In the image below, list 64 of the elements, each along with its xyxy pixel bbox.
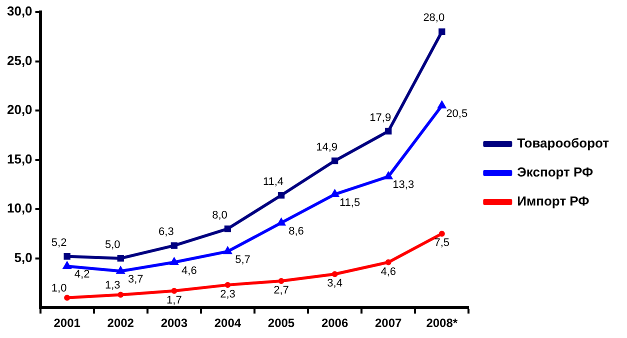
point xyxy=(438,100,446,108)
data-label: 14,9 xyxy=(316,141,338,154)
data-label: 11,4 xyxy=(262,176,284,188)
data-label: 3,7 xyxy=(128,274,144,286)
y-tick-label: 30,0 xyxy=(6,4,32,19)
data-label: 8,0 xyxy=(212,209,228,222)
point xyxy=(385,259,392,266)
point xyxy=(278,278,284,284)
x-tick-label: 2007 xyxy=(375,316,402,330)
point xyxy=(223,246,232,254)
data-label: 2,3 xyxy=(220,288,236,300)
y-tick-label: 15,0 xyxy=(6,151,32,166)
point xyxy=(170,257,179,266)
data-label: 3,4 xyxy=(327,278,342,290)
legend-label: Товарооборот xyxy=(517,136,610,151)
data-label: 28,0 xyxy=(423,12,445,24)
data-label: 5,7 xyxy=(235,254,250,266)
x-tick-label: 2004 xyxy=(214,316,242,330)
data-label: 11,5 xyxy=(340,196,360,209)
point xyxy=(330,189,340,198)
point xyxy=(332,271,338,278)
point xyxy=(170,242,178,249)
legend-label: Импорт РФ xyxy=(517,194,590,209)
point xyxy=(438,28,446,36)
data-label: 7,5 xyxy=(434,237,450,250)
x-tick-label: 2005 xyxy=(268,316,295,330)
data-label: 1,0 xyxy=(51,282,67,294)
point xyxy=(171,288,178,294)
data-label: 4,6 xyxy=(182,264,197,277)
data-label: 1,3 xyxy=(104,279,120,292)
data-label: 5,0 xyxy=(104,238,120,251)
y-tick-label: 5,0 xyxy=(14,250,32,265)
x-tick-label: 2003 xyxy=(160,316,188,330)
y-tick-label: 25,0 xyxy=(6,52,32,68)
legend-label: Экспорт РФ xyxy=(517,164,594,180)
point xyxy=(438,230,445,237)
x-tick-label: 2006 xyxy=(321,316,348,330)
data-label: 2,7 xyxy=(274,284,289,297)
y-tick-label: 10,0 xyxy=(6,200,32,216)
data-label: 6,3 xyxy=(158,226,174,238)
x-tick-label: 2008* xyxy=(426,316,458,330)
data-label: 4,6 xyxy=(380,266,396,278)
data-label: 17,9 xyxy=(370,112,392,124)
point xyxy=(62,261,72,269)
data-label: 5,2 xyxy=(51,236,67,249)
data-label: 1,7 xyxy=(166,294,182,306)
point xyxy=(224,225,232,232)
point xyxy=(384,172,393,180)
point xyxy=(385,128,392,135)
point xyxy=(116,266,126,274)
data-label: 13,3 xyxy=(392,179,414,192)
point xyxy=(118,292,124,298)
point xyxy=(64,294,70,301)
data-label: 8,6 xyxy=(288,225,304,238)
point xyxy=(224,282,231,288)
x-tick-label: 2001 xyxy=(54,316,81,330)
point xyxy=(331,157,338,164)
data-label: 4,2 xyxy=(74,268,90,281)
point xyxy=(278,192,285,199)
x-tick-label: 2002 xyxy=(107,316,134,330)
y-tick-label: 20,0 xyxy=(6,102,32,118)
point xyxy=(64,253,70,260)
point xyxy=(117,255,124,262)
data-label: 20,5 xyxy=(446,108,468,120)
